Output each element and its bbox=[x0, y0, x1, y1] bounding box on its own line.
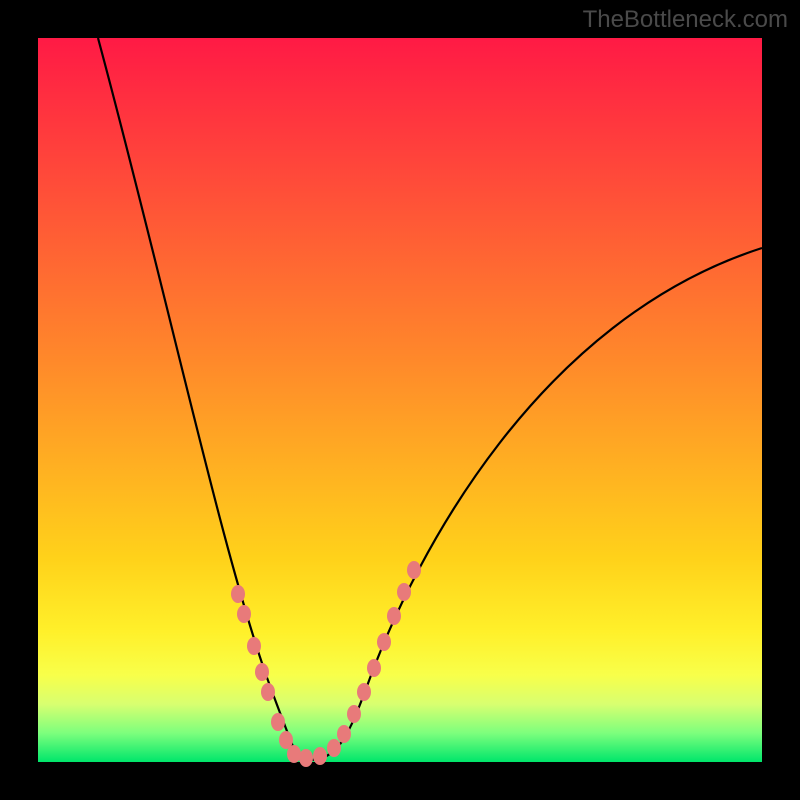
curve-marker bbox=[377, 633, 391, 651]
curve-marker bbox=[337, 725, 351, 743]
curve-marker bbox=[357, 683, 371, 701]
watermark-text: TheBottleneck.com bbox=[583, 6, 788, 34]
bottleneck-curve bbox=[98, 38, 762, 760]
chart-frame: TheBottleneck.com bbox=[0, 0, 800, 800]
curve-marker bbox=[261, 683, 275, 701]
curve-marker bbox=[347, 705, 361, 723]
curve-marker bbox=[237, 605, 251, 623]
curve-marker bbox=[247, 637, 261, 655]
curve-layer bbox=[38, 38, 762, 762]
curve-marker bbox=[299, 749, 313, 767]
curve-marker bbox=[287, 745, 301, 763]
marker-group bbox=[231, 561, 421, 767]
curve-marker bbox=[231, 585, 245, 603]
curve-marker bbox=[387, 607, 401, 625]
curve-marker bbox=[255, 663, 269, 681]
curve-marker bbox=[367, 659, 381, 677]
plot-area bbox=[38, 38, 762, 762]
curve-marker bbox=[397, 583, 411, 601]
curve-marker bbox=[327, 739, 341, 757]
curve-marker bbox=[271, 713, 285, 731]
curve-marker bbox=[407, 561, 421, 579]
curve-marker bbox=[313, 747, 327, 765]
